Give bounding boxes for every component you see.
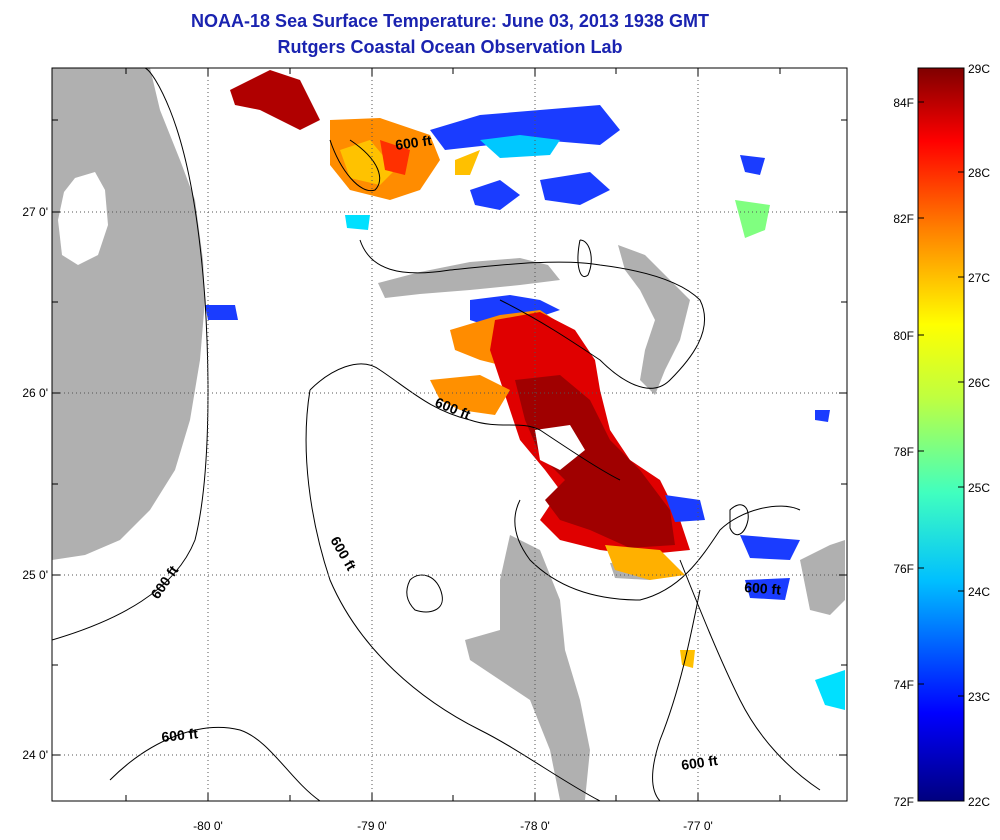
colorbar-f-label: 84F [893, 96, 914, 110]
x-tick-label: -80 0' [193, 819, 223, 833]
colorbar-c-label: 28C [968, 166, 990, 180]
contour-label: 600 ft [394, 132, 433, 153]
colorbar: 29C 28C 27C 26C 25C 24C 23C 22C 84F 82F … [893, 62, 990, 809]
map-subtitle: Rutgers Coastal Ocean Observation Lab [277, 37, 623, 57]
y-tick-label: 26 0' [22, 386, 48, 400]
x-tick-label: -78 0' [520, 819, 550, 833]
colorbar-c-label: 29C [968, 62, 990, 76]
colorbar-f-label: 72F [893, 795, 914, 809]
colorbar-f-label: 78F [893, 445, 914, 459]
colorbar-c-label: 26C [968, 376, 990, 390]
lake-okeechobee [58, 172, 108, 265]
colorbar-c-label: 25C [968, 481, 990, 495]
y-tick-label: 25 0' [22, 568, 48, 582]
colorbar-f-label: 74F [893, 678, 914, 692]
andros-land [465, 535, 590, 800]
eleuthera-land [800, 540, 845, 615]
colorbar-f-label: 82F [893, 212, 914, 226]
grid-lines [52, 68, 847, 801]
colorbar-c-label: 24C [968, 585, 990, 599]
map-title: NOAA-18 Sea Surface Temperature: June 03… [191, 11, 709, 31]
x-tick-label: -77 0' [683, 819, 713, 833]
colorbar-c-label: 23C [968, 690, 990, 704]
contour-label: 600 ft [744, 579, 782, 598]
x-tick-label: -79 0' [357, 819, 387, 833]
colorbar-f-label: 80F [893, 329, 914, 343]
map-plot-area: 600 ft 600 ft 600 ft 600 ft 600 ft 600 f… [52, 68, 847, 801]
colorbar-c-label: 22C [968, 795, 990, 809]
colorbar-f-label: 76F [893, 562, 914, 576]
y-tick-label: 24 0' [22, 748, 48, 762]
contour-label: 600 ft [680, 752, 719, 773]
title-block: NOAA-18 Sea Surface Temperature: June 03… [0, 8, 900, 60]
plot-frame [51, 67, 848, 802]
colorbar-gradient [917, 67, 965, 802]
bathymetry-contours [52, 68, 821, 801]
y-tick-label: 27 0' [22, 205, 48, 219]
contour-label: 600 ft [161, 725, 199, 745]
colorbar-c-label: 27C [968, 271, 990, 285]
tick-marks [52, 68, 847, 801]
grand-bahama-land [378, 258, 560, 298]
